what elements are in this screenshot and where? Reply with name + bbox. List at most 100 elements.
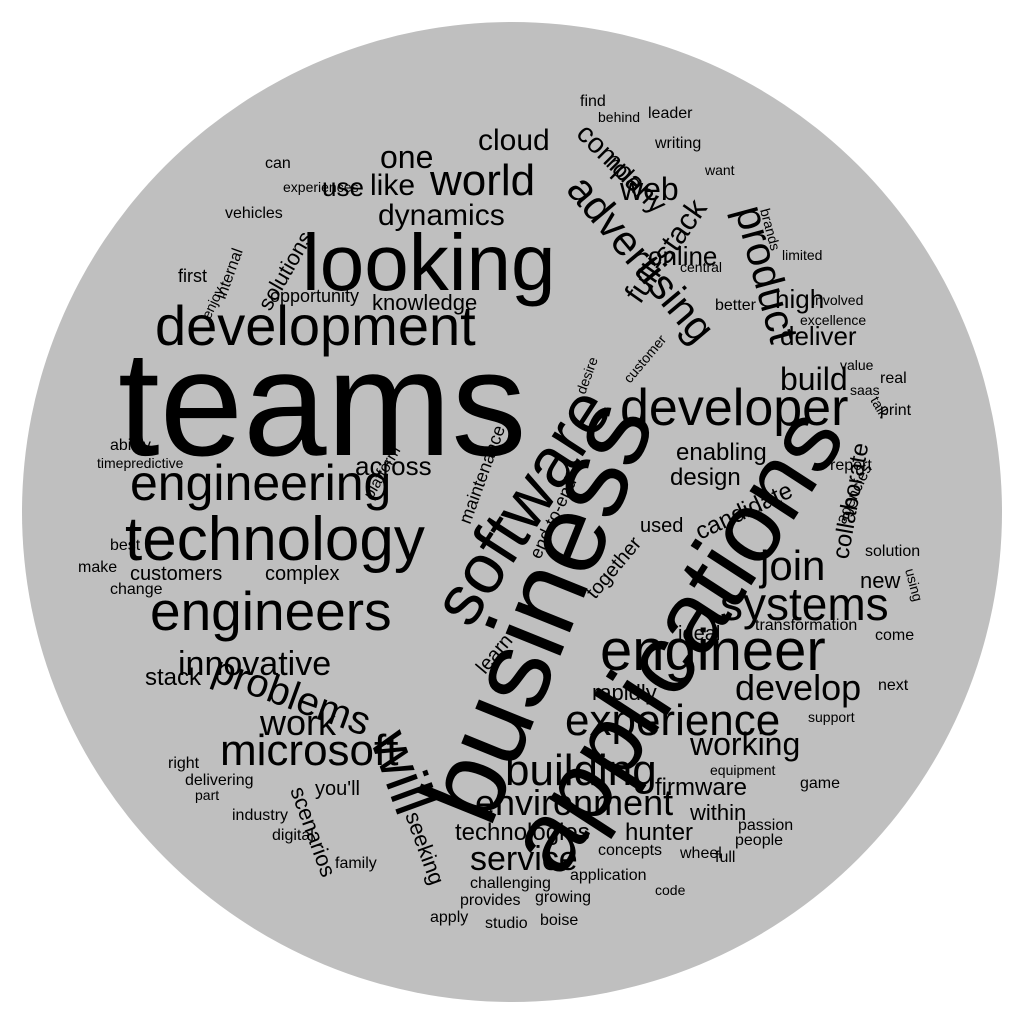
cloud-word: equipment xyxy=(710,762,775,778)
cloud-word: hunter xyxy=(625,819,693,846)
cloud-word: engineers xyxy=(150,580,392,642)
cloud-word: systems xyxy=(720,578,889,630)
cloud-word: experiences xyxy=(283,179,359,195)
cloud-word: online xyxy=(648,241,717,271)
cloud-word: growing xyxy=(535,889,591,906)
cloud-word: like xyxy=(370,169,415,202)
cloud-word: development xyxy=(155,294,476,357)
cloud-word: you'll xyxy=(315,778,360,800)
cloud-word: across xyxy=(355,451,432,481)
cloud-word: design xyxy=(670,464,741,491)
cloud-word: new xyxy=(860,568,900,593)
cloud-word: report xyxy=(830,457,872,474)
cloud-word: print xyxy=(880,402,912,419)
cloud-word: want xyxy=(704,162,735,178)
cloud-word: wheel xyxy=(679,845,722,862)
cloud-word: engineer xyxy=(600,618,826,683)
cloud-word: timepredictive xyxy=(97,455,184,471)
cloud-word: opportunity xyxy=(270,286,359,306)
cloud-word: value xyxy=(840,357,874,373)
cloud-word: environment xyxy=(475,782,673,823)
cloud-word: ideal xyxy=(678,623,720,645)
cloud-word: used xyxy=(640,515,683,537)
cloud-word: central xyxy=(680,259,722,275)
word-layer: teams business applications looking deve… xyxy=(78,93,926,932)
cloud-word: looking xyxy=(302,218,556,307)
cloud-word: cloud xyxy=(478,124,550,157)
cloud-word: innovative xyxy=(178,645,331,683)
cloud-word: find xyxy=(580,93,606,110)
cloud-word: use xyxy=(322,172,364,202)
cloud-word: build xyxy=(780,361,848,397)
cloud-word: building xyxy=(505,746,657,795)
cloud-word: saas xyxy=(850,382,880,398)
cloud-disc xyxy=(22,22,1002,1002)
cloud-word: passion xyxy=(738,817,793,834)
cloud-word: part xyxy=(195,787,219,803)
cloud-word: firmware xyxy=(655,774,747,801)
cloud-word: working xyxy=(689,726,800,762)
cloud-word: leader xyxy=(648,105,693,122)
cloud-word: studio xyxy=(485,915,528,932)
cloud-word: first xyxy=(178,266,207,286)
cloud-word: stack xyxy=(145,664,202,691)
cloud-word: complex xyxy=(265,563,339,585)
cloud-word: family xyxy=(335,855,377,872)
cloud-word: web xyxy=(619,171,679,207)
cloud-word: people xyxy=(735,832,783,849)
cloud-word: customers xyxy=(130,563,222,585)
cloud-word: behind xyxy=(598,109,640,125)
cloud-word: limited xyxy=(782,247,822,263)
cloud-word: right xyxy=(168,755,200,772)
cloud-word: next xyxy=(878,677,909,694)
cloud-word: join xyxy=(758,542,825,589)
cloud-word: enabling xyxy=(676,439,767,466)
cloud-word: ability xyxy=(110,437,151,454)
cloud-word: technology xyxy=(125,505,425,574)
cloud-word: rapidly xyxy=(592,680,657,705)
cloud-word: develop xyxy=(735,667,861,708)
cloud-word: knowledge xyxy=(372,290,477,315)
cloud-word: excellence xyxy=(800,312,866,328)
cloud-word: experience xyxy=(565,696,780,745)
cloud-word: can xyxy=(265,155,291,172)
cloud-word: work xyxy=(259,702,337,743)
cloud-word: dynamics xyxy=(378,199,505,232)
cloud-word: concepts xyxy=(598,842,662,859)
cloud-word: developer xyxy=(620,379,848,437)
cloud-word: application xyxy=(570,867,647,884)
cloud-word: best xyxy=(110,537,141,554)
cloud-word: technologies xyxy=(455,819,590,846)
cloud-word: delivering xyxy=(185,772,253,789)
cloud-word: boise xyxy=(540,912,578,929)
cloud-word: within xyxy=(689,800,746,825)
cloud-word: game xyxy=(800,775,840,792)
cloud-word: real xyxy=(880,370,907,387)
cloud-word: service xyxy=(470,840,578,878)
cloud-word: better xyxy=(715,297,757,314)
cloud-word: engineering xyxy=(130,455,391,511)
cloud-word: change xyxy=(110,581,163,598)
cloud-word: solution xyxy=(865,543,920,560)
cloud-word: apply xyxy=(430,909,468,926)
cloud-word: world xyxy=(429,156,535,205)
cloud-word: full xyxy=(715,849,735,866)
cloud-word: make xyxy=(78,559,117,576)
cloud-word: involved xyxy=(812,292,863,308)
cloud-word: writing xyxy=(654,135,701,152)
cloud-word: come xyxy=(875,627,914,644)
cloud-word: one xyxy=(380,139,433,175)
cloud-word: deliver xyxy=(780,321,857,351)
cloud-word: code xyxy=(655,882,686,898)
cloud-word: transformation xyxy=(755,617,857,634)
cloud-word: vehicles xyxy=(225,205,283,222)
cloud-word: provides xyxy=(460,892,520,909)
cloud-word: high xyxy=(775,284,824,314)
cloud-word: digital xyxy=(272,827,314,844)
cloud-word: teams xyxy=(118,319,526,487)
cloud-word: microsoft xyxy=(220,726,398,775)
cloud-word: industry xyxy=(232,807,288,824)
cloud-word: support xyxy=(808,709,855,725)
cloud-word: challenging xyxy=(470,875,551,892)
